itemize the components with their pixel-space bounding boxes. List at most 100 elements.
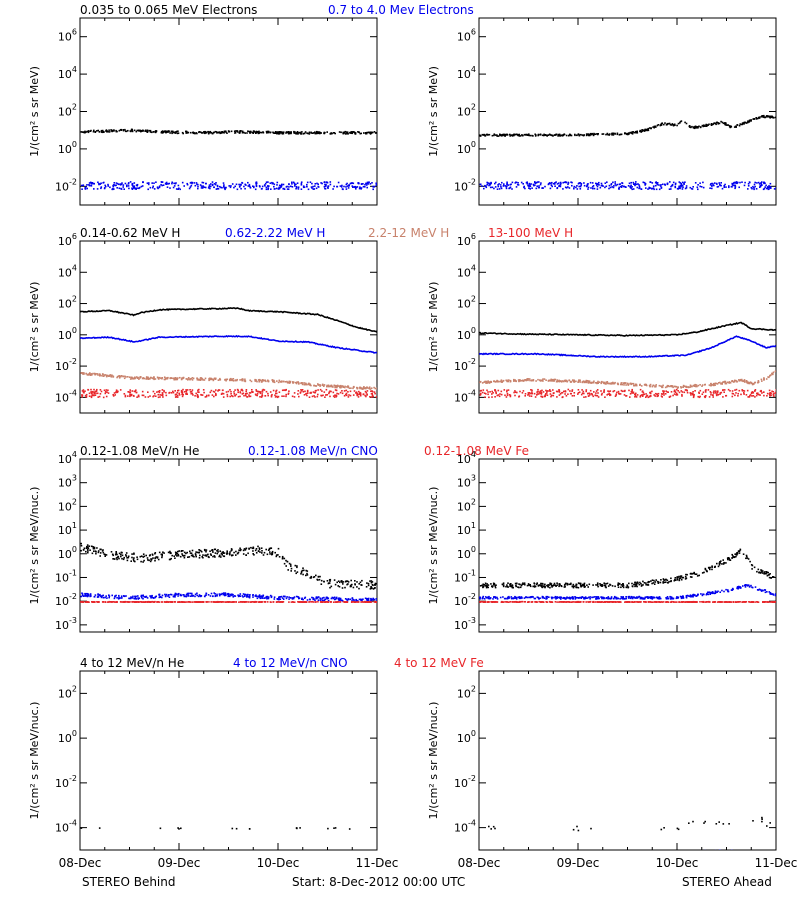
data-point: [712, 382, 715, 385]
data-point: [140, 185, 143, 188]
data-point: [566, 379, 568, 382]
data-point: [174, 390, 176, 392]
data-point: [108, 129, 110, 131]
data-point: [495, 181, 497, 184]
data-point: [483, 187, 485, 190]
data-point: [329, 385, 331, 388]
data-point: [298, 131, 301, 134]
data-point: [529, 379, 531, 382]
data-point: [285, 131, 288, 133]
data-point: [721, 382, 723, 384]
data-point: [183, 551, 186, 554]
data-point: [194, 132, 196, 135]
data-point: [128, 376, 131, 378]
data-point: [87, 546, 89, 549]
data-point: [85, 393, 88, 396]
y-tick-label: 101: [457, 521, 476, 537]
data-point: [494, 134, 497, 136]
data-point: [248, 392, 251, 394]
data-point: [297, 390, 300, 392]
data-point: [349, 132, 351, 134]
data-point: [81, 594, 84, 597]
data-point: [87, 593, 89, 596]
data-point: [526, 133, 528, 136]
data-point: [204, 554, 206, 557]
data-point: [359, 387, 361, 390]
data-point: [674, 385, 676, 388]
data-point: [345, 183, 348, 186]
data-point: [155, 556, 157, 558]
data-point: [481, 391, 484, 394]
data-point: [151, 182, 153, 184]
data-point: [771, 390, 773, 393]
data-point: [685, 386, 688, 388]
data-point: [692, 384, 695, 387]
data-point: [366, 582, 368, 584]
data-point: [356, 186, 359, 188]
data-point: [349, 584, 352, 587]
data-point: [768, 186, 770, 189]
data-point: [564, 380, 567, 383]
data-point: [92, 546, 95, 549]
data-point: [104, 553, 106, 556]
data-point: [535, 182, 538, 184]
data-point: [331, 385, 333, 388]
data-point: [311, 187, 313, 189]
data-point: [120, 595, 123, 597]
data-point: [161, 377, 163, 379]
data-point: [147, 377, 150, 380]
data-point: [181, 393, 184, 396]
data-point: [338, 131, 341, 133]
data-point: [519, 390, 521, 393]
data-point: [589, 389, 592, 392]
data-point: [201, 181, 204, 184]
data-point: [657, 395, 659, 397]
data-point: [196, 601, 199, 603]
data-point: [769, 392, 771, 394]
data-point: [248, 547, 250, 550]
data-point: [638, 184, 640, 186]
data-point: [729, 381, 731, 384]
data-point: [618, 393, 621, 395]
series-tan: [80, 372, 377, 390]
data-point: [154, 600, 156, 603]
data-point: [344, 385, 346, 388]
data-point: [565, 395, 568, 397]
data-point: [289, 380, 292, 383]
data-point: [665, 124, 668, 126]
data-point: [80, 595, 82, 598]
data-point: [267, 392, 269, 395]
data-point: [518, 396, 520, 398]
data-point: [339, 185, 342, 187]
data-point: [774, 116, 776, 119]
data-point: [649, 395, 652, 397]
data-point: [106, 374, 109, 377]
data-point: [193, 601, 196, 603]
data-point: [488, 184, 490, 187]
data-point: [112, 184, 114, 187]
data-point: [716, 390, 719, 393]
data-point: [752, 185, 754, 188]
data-point: [747, 188, 749, 190]
data-point: [517, 184, 520, 186]
data-point: [245, 390, 247, 393]
data-point: [205, 601, 208, 603]
data-point: [336, 581, 338, 584]
data-point: [230, 185, 232, 187]
data-point: [133, 129, 136, 132]
data-point: [577, 393, 579, 395]
data-point: [556, 183, 559, 185]
data-point: [230, 377, 232, 380]
data-point: [565, 379, 567, 382]
data-point: [213, 592, 215, 594]
data-point: [280, 186, 283, 188]
data-point: [237, 391, 239, 394]
data-point: [723, 122, 725, 124]
data-point: [493, 134, 495, 137]
data-point: [259, 595, 262, 598]
data-point: [346, 132, 348, 135]
data-point: [224, 188, 226, 191]
data-point: [275, 390, 277, 393]
data-point: [125, 554, 127, 556]
data-point: [719, 183, 721, 186]
